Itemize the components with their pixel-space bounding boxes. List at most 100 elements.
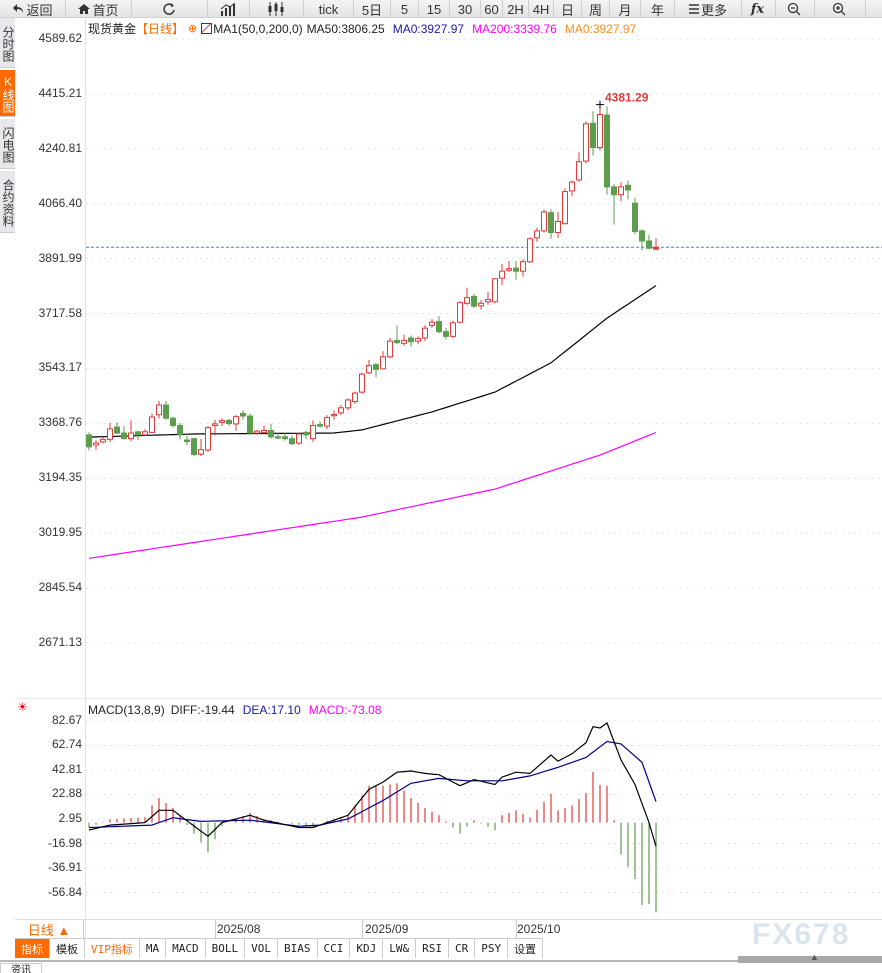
toolbar-button-2h[interactable]: 2H xyxy=(503,0,529,18)
toolbar-button-zoom-in[interactable] xyxy=(815,0,866,18)
price-tick-label: 3019.95 xyxy=(38,525,82,540)
candle-down xyxy=(408,337,414,343)
toolbar-button-bar-chart[interactable] xyxy=(208,0,250,18)
candle-up xyxy=(352,392,358,403)
toolbar-button-tick[interactable]: tick xyxy=(304,0,354,18)
price-tick-label: 4066.40 xyxy=(38,195,82,210)
date-label: 2025/09 xyxy=(365,922,409,936)
macd-tick-label: 82.67 xyxy=(51,712,82,727)
toolbar-button-首页[interactable]: 首页 xyxy=(66,0,132,18)
indicator-tab-vip[interactable]: VIP指标 xyxy=(85,939,140,958)
date-label: 2025/10 xyxy=(517,922,561,936)
candle-down xyxy=(275,436,281,439)
price-tick-label: 3543.17 xyxy=(38,360,82,375)
tab-flash[interactable]: 闪电图 xyxy=(0,119,15,169)
collapse-scrollbar[interactable]: ▲ xyxy=(738,952,882,963)
panel-divider[interactable] xyxy=(15,698,882,699)
candle-down xyxy=(135,431,141,436)
macd-name: MACD(13,8,9) xyxy=(88,703,165,717)
indicator-tab-[interactable]: 设置 xyxy=(508,939,544,958)
indicator-tab-bias[interactable]: BIAS xyxy=(278,939,318,958)
home-icon xyxy=(78,3,91,15)
candle-up xyxy=(366,365,372,374)
macd-tick-label: 62.74 xyxy=(51,737,82,752)
indicator-tab-macd[interactable]: MACD xyxy=(166,939,206,958)
toolbar-button-zoom-out[interactable] xyxy=(776,0,815,18)
indicator-tab-cr[interactable]: CR xyxy=(449,939,476,958)
main-legend: 现货黄金 【日线】 ⊕ MA1(50,0,200,0) MA50:3806.25… xyxy=(88,20,636,37)
toolbar-button-fx[interactable]: fx xyxy=(742,0,776,18)
news-tab[interactable]: 资讯 xyxy=(0,963,42,973)
period-selector[interactable]: 日线 ▲ xyxy=(15,920,84,939)
tab-kline[interactable]: K线图 xyxy=(0,70,15,117)
toolbar-button-周[interactable]: 周 xyxy=(582,0,610,18)
candle-down xyxy=(548,212,554,233)
ma50-value: MA50:3806.25 xyxy=(306,21,385,36)
toolbar-button-日[interactable]: 日 xyxy=(554,0,582,18)
price-tick-label: 4589.62 xyxy=(38,31,82,45)
indicator-tab-ma[interactable]: MA xyxy=(139,939,167,958)
toolbar-button-label: 5 xyxy=(400,1,409,17)
candle-down xyxy=(240,413,246,417)
max-price-label: 4381.29 xyxy=(605,91,649,105)
toolbar-button-4h[interactable]: 4H xyxy=(529,0,554,18)
indicator-tab-kdj[interactable]: KDJ xyxy=(350,939,384,958)
candle-up xyxy=(261,430,267,433)
toolbar-button-refresh[interactable] xyxy=(132,0,208,18)
toolbar-button-label: 15 xyxy=(426,1,442,17)
toolbar-button-5日[interactable]: 5日 xyxy=(354,0,391,18)
indicator-tab-rsi[interactable]: RSI xyxy=(416,939,449,958)
toolbar-button-label: 日 xyxy=(560,2,574,18)
ma-settings-icon[interactable] xyxy=(201,23,213,34)
toolbar-button-label: 更多 xyxy=(700,2,727,18)
macd-tick-label: 42.81 xyxy=(51,761,82,776)
watermark-logo: FX678 xyxy=(752,918,851,951)
macd-dea: DEA:17.10 xyxy=(242,703,301,717)
ma50-line xyxy=(88,285,657,438)
candle-up xyxy=(576,161,582,181)
candle-up xyxy=(296,433,302,444)
candle-down xyxy=(121,432,127,440)
candle-up xyxy=(128,432,134,440)
indicator-tab-cci[interactable]: CCI xyxy=(317,939,351,958)
indicator-tab-[interactable]: 指标 xyxy=(15,939,50,958)
toolbar-button-label: 30 xyxy=(457,1,473,17)
ma-settings[interactable]: MA1(50,0,200,0) xyxy=(213,21,303,36)
candle-down xyxy=(317,424,323,427)
candle-down xyxy=(625,184,631,191)
candle-up xyxy=(212,423,218,426)
toolbar-button-label: 2H xyxy=(507,1,524,17)
toolbar-button-candlestick[interactable] xyxy=(250,0,304,18)
price-tick-label: 2845.54 xyxy=(38,580,82,595)
candle-down xyxy=(590,122,596,148)
indicator-tab-boll[interactable]: BOLL xyxy=(205,939,246,958)
indicator-tab-vol[interactable]: VOL xyxy=(245,939,278,958)
candle-down xyxy=(646,240,652,249)
toolbar-button-15[interactable]: 15 xyxy=(419,0,450,18)
indicator-tab-psy[interactable]: PSY xyxy=(475,939,509,958)
candle-down xyxy=(513,267,519,272)
candle-up xyxy=(464,297,470,304)
candle-up xyxy=(450,322,456,337)
candle-down xyxy=(247,415,253,434)
tab-timeshare[interactable]: 分时图 xyxy=(0,18,15,68)
candle-up xyxy=(429,321,435,326)
toolbar-button-30[interactable]: 30 xyxy=(450,0,481,18)
add-icon[interactable]: ⊕ xyxy=(188,23,198,35)
toolbar-button-更多[interactable]: 更多 xyxy=(675,0,742,18)
ma0-orange-value: MA0:3927.97 xyxy=(564,21,637,36)
indicator-settings-icon[interactable]: ☀ xyxy=(17,700,28,714)
indicator-tab-lw[interactable]: LW& xyxy=(383,939,417,958)
candle-down xyxy=(163,404,169,419)
toolbar-button-返回[interactable]: 返回 xyxy=(0,0,66,18)
toolbar-button-月[interactable]: 月 xyxy=(610,0,641,18)
tab-contract-info[interactable]: 合约资料 xyxy=(0,171,15,233)
indicator-tab-[interactable]: 模板 xyxy=(50,939,85,958)
toolbar-button-60[interactable]: 60 xyxy=(481,0,503,18)
macd-tick-label: 2.95 xyxy=(58,811,82,825)
candle-down xyxy=(86,434,92,448)
menu-icon xyxy=(688,4,699,14)
toolbar-button-年[interactable]: 年 xyxy=(641,0,675,18)
toolbar-button-5[interactable]: 5 xyxy=(391,0,419,18)
